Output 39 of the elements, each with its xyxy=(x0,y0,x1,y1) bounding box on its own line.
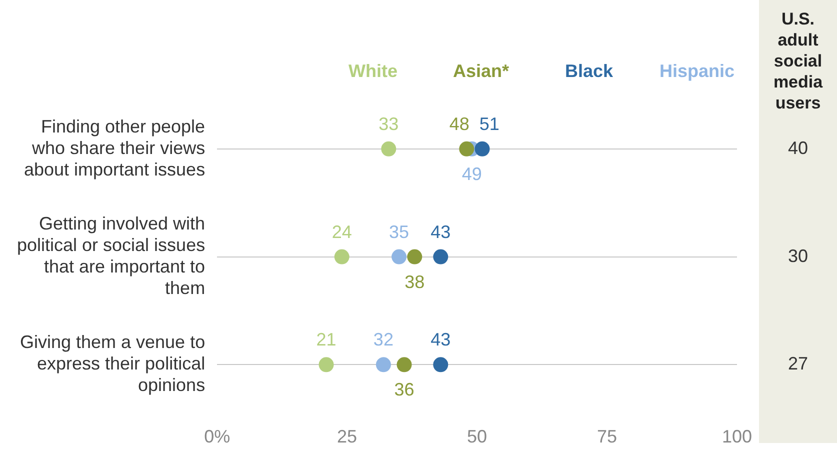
point xyxy=(433,249,448,264)
text: 27 xyxy=(788,354,808,374)
data-label: 43 xyxy=(430,222,451,242)
point xyxy=(407,249,422,264)
point xyxy=(392,249,407,264)
x-tick-label: 100 xyxy=(722,426,752,446)
text: 40 xyxy=(788,138,808,158)
text: White xyxy=(348,60,398,81)
point xyxy=(474,141,490,156)
point xyxy=(334,249,350,264)
text: 30 xyxy=(788,246,808,266)
y-tick-label: Getting involved with political or social issues that are important to them xyxy=(17,213,206,298)
x-tick-label: 50 xyxy=(467,426,488,446)
data-label: 21 xyxy=(316,330,336,350)
text: Black xyxy=(564,60,614,81)
data-label: 32 xyxy=(373,330,394,350)
point xyxy=(459,141,474,156)
data-label: 33 xyxy=(378,114,399,134)
text: U.S. adult social media users xyxy=(773,10,824,113)
data-label: 48 xyxy=(449,114,470,134)
data-label: 49 xyxy=(462,164,482,184)
point xyxy=(396,357,412,372)
x-tick-label: 75 xyxy=(597,426,618,446)
data-label: 43 xyxy=(430,330,451,350)
point xyxy=(376,357,391,372)
data-label: 38 xyxy=(404,272,425,292)
point xyxy=(318,357,334,372)
data-label: 36 xyxy=(394,380,414,400)
text: Hispanic xyxy=(659,60,735,81)
point xyxy=(433,357,448,372)
y-tick-label: Finding other people who share their views about important issues xyxy=(24,116,206,180)
data-label: 51 xyxy=(479,114,500,134)
y-tick-label: Giving them a venue to express their political opinions xyxy=(20,332,206,396)
x-tick-label: 0% xyxy=(204,426,230,446)
data-label: 24 xyxy=(332,222,352,242)
point xyxy=(381,141,396,156)
x-tick-label: 25 xyxy=(337,426,358,446)
data-label: 35 xyxy=(389,222,410,242)
text: Asian* xyxy=(453,60,510,81)
